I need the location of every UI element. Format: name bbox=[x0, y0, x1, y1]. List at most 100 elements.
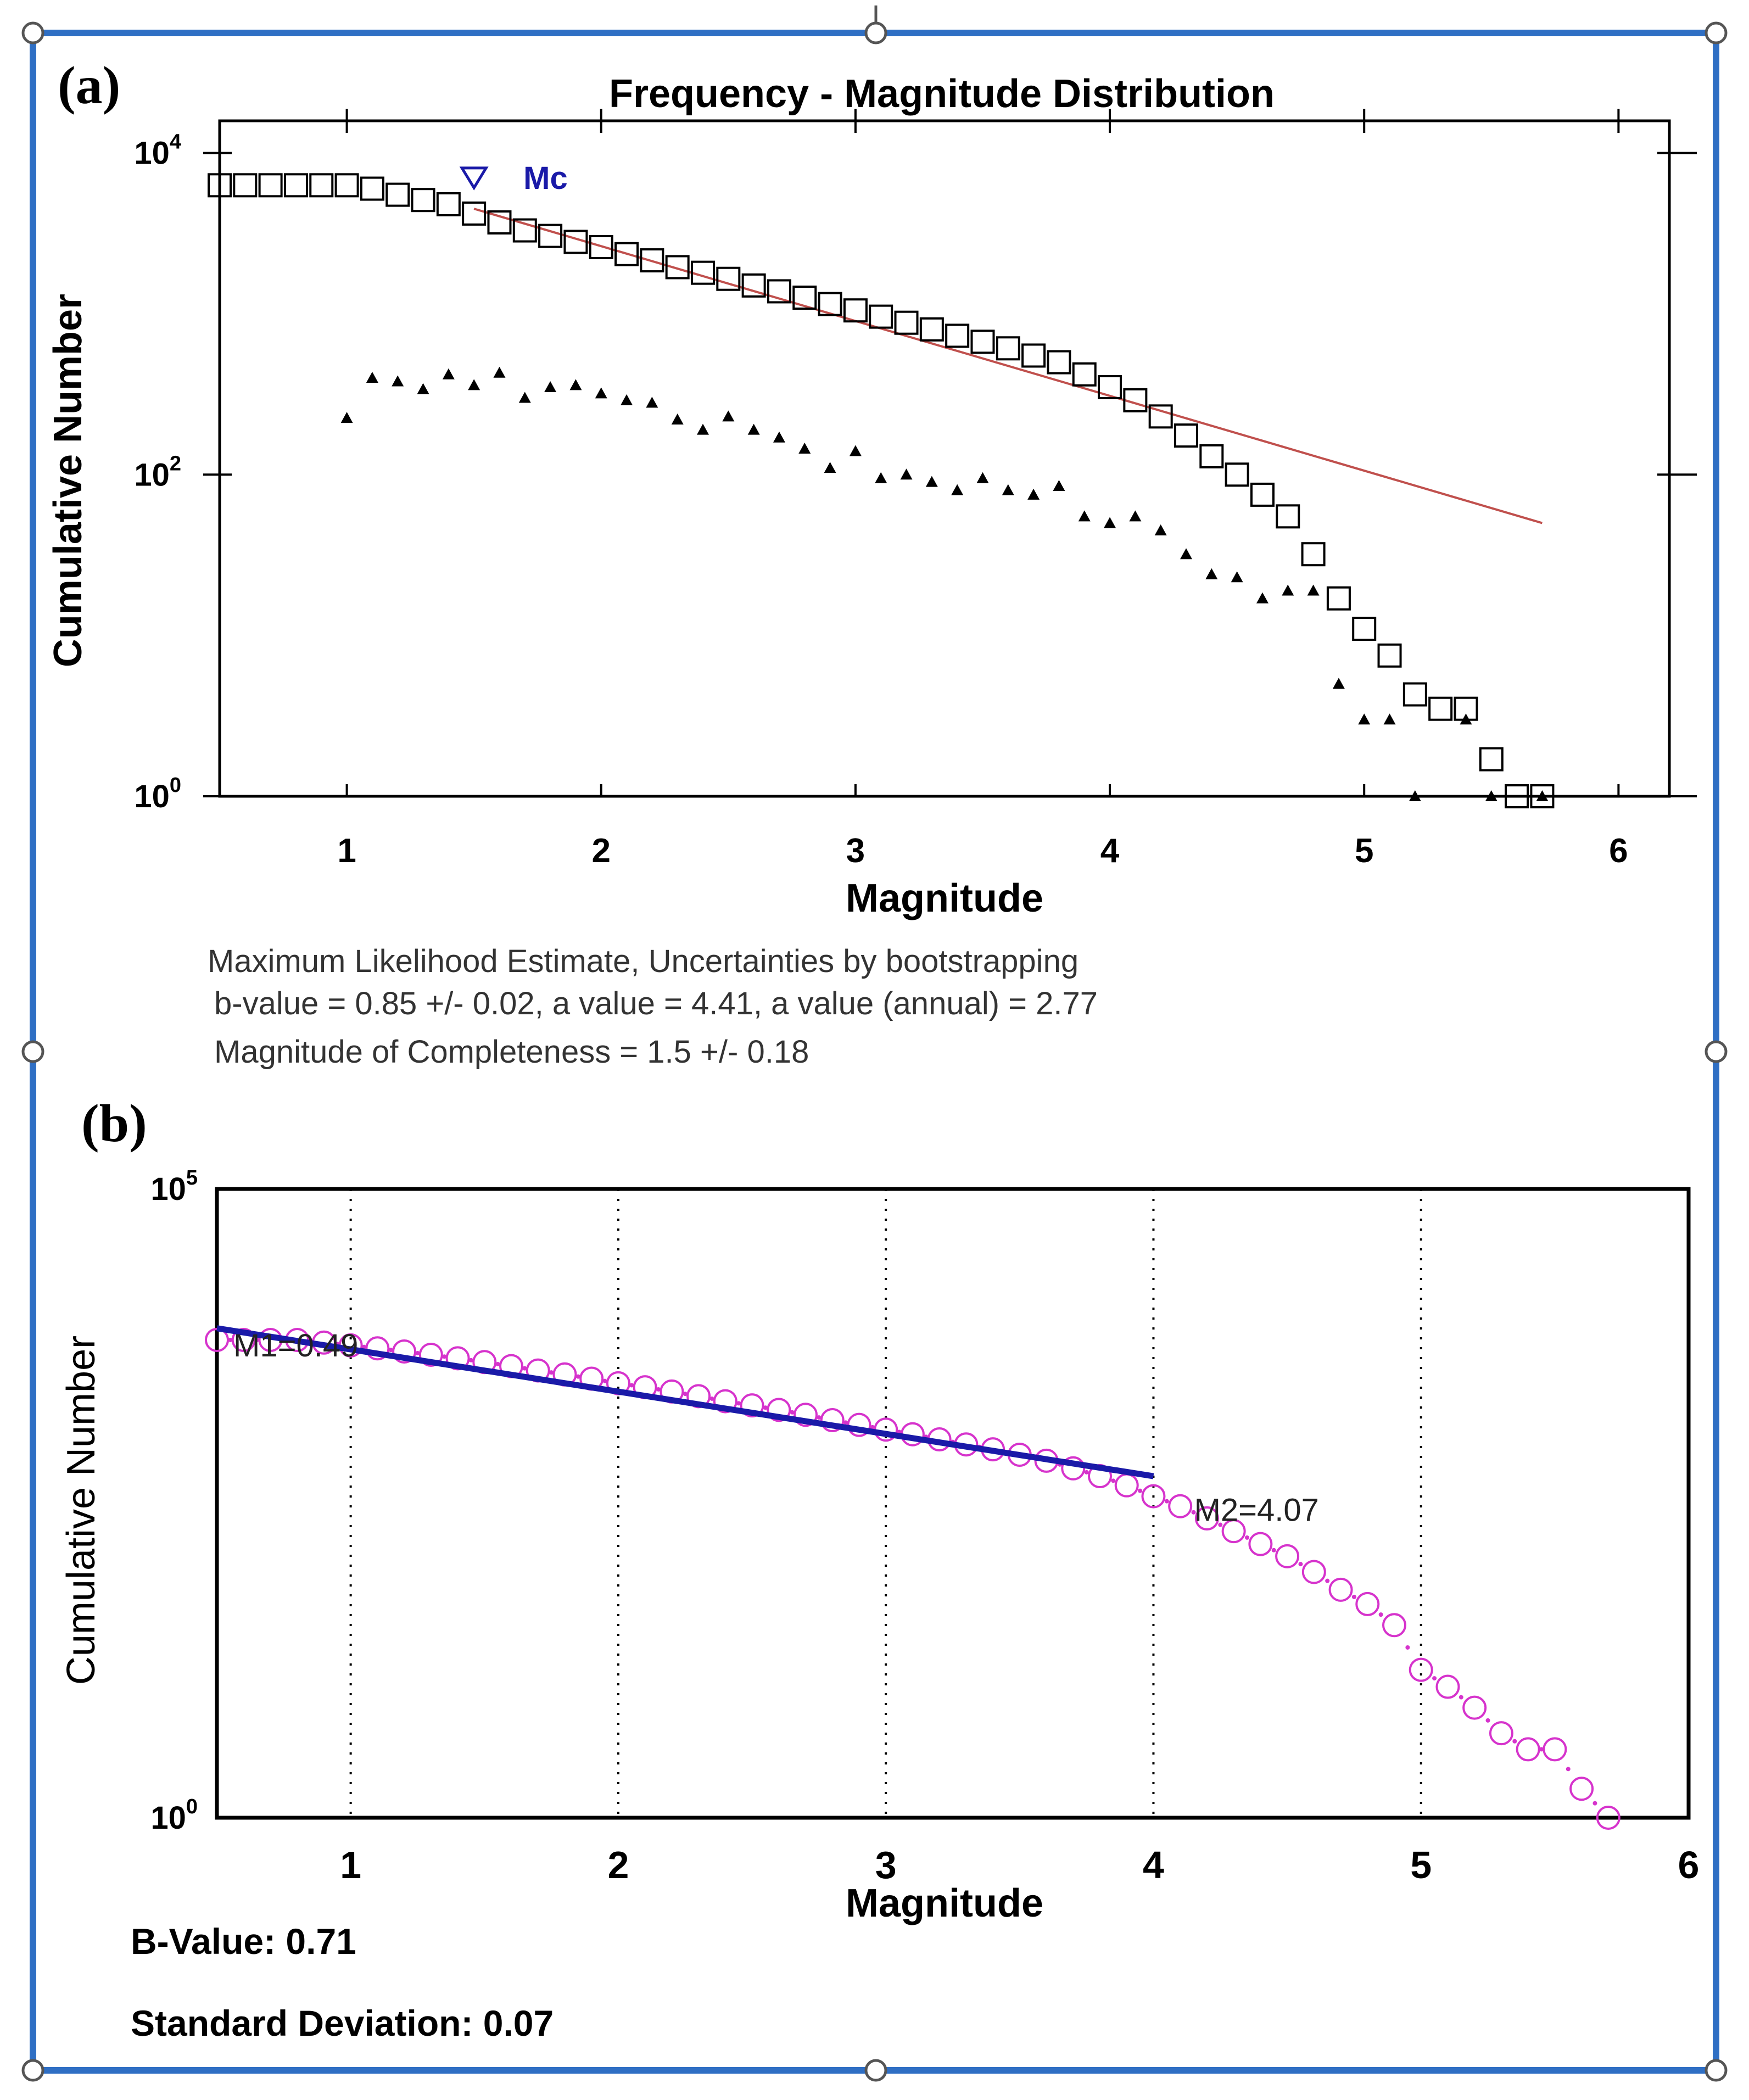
connector-dot bbox=[683, 1392, 688, 1397]
standard-deviation-text: Standard Deviation: 0.07 bbox=[131, 2003, 554, 2043]
resize-handle-top-right[interactable] bbox=[1705, 21, 1728, 44]
connector-dot bbox=[763, 1405, 768, 1410]
a-y-tick-label: 104 bbox=[134, 131, 181, 171]
square-marker bbox=[589, 234, 613, 259]
circle-marker bbox=[767, 1398, 791, 1422]
panel-a-annotation-3: Magnitude of Completeness = 1.5 +/- 0.18 bbox=[214, 1034, 809, 1070]
circle-marker bbox=[1489, 1721, 1513, 1746]
circle-marker bbox=[1409, 1657, 1433, 1682]
square-marker bbox=[996, 336, 1020, 361]
triangle-marker bbox=[1002, 484, 1014, 495]
panel-a: (a) Frequency - Magnitude Distribution 1… bbox=[46, 56, 1697, 1070]
circle-marker bbox=[231, 1327, 256, 1352]
circle-marker bbox=[1569, 1777, 1594, 1801]
panel-a-y-axis-label: Cumulative Number bbox=[46, 294, 90, 667]
triangle-marker bbox=[417, 383, 429, 394]
resize-handle-top-left[interactable] bbox=[21, 21, 44, 44]
triangle-marker bbox=[1307, 584, 1320, 596]
resize-handle-bottom-middle[interactable] bbox=[864, 2059, 887, 2082]
triangle-marker bbox=[1383, 713, 1396, 725]
circle-marker bbox=[847, 1412, 871, 1437]
connector-dot bbox=[522, 1366, 527, 1371]
resize-handle-bottom-right[interactable] bbox=[1705, 2059, 1728, 2082]
triangle-marker bbox=[340, 412, 353, 423]
panel-b-connector-dots bbox=[228, 1337, 1597, 1806]
circle-marker bbox=[1355, 1591, 1380, 1616]
resize-handle-bottom-left[interactable] bbox=[21, 2059, 44, 2082]
triangle-marker bbox=[1078, 510, 1091, 522]
square-marker bbox=[1250, 482, 1275, 507]
triangle-marker bbox=[493, 366, 506, 378]
square-marker bbox=[1505, 784, 1529, 808]
resize-handle-middle-left[interactable] bbox=[21, 1040, 44, 1063]
panel-a-y-tick-labels: 100 102 104 bbox=[134, 131, 181, 814]
m2-annotation: M2=4.07 bbox=[1194, 1493, 1319, 1528]
triangle-marker bbox=[1205, 568, 1218, 579]
square-marker bbox=[1402, 682, 1427, 707]
connector-dot bbox=[255, 1337, 260, 1342]
a-y-tick-label: 100 bbox=[134, 774, 181, 814]
connector-dot bbox=[575, 1374, 580, 1379]
square-marker bbox=[1225, 462, 1249, 487]
circle-marker bbox=[1194, 1506, 1219, 1531]
panel-b-x-axis-label: Magnitude bbox=[846, 1881, 1043, 1925]
square-marker bbox=[970, 329, 995, 354]
square-marker bbox=[818, 292, 842, 316]
square-marker bbox=[487, 210, 512, 235]
b-x-tick-label: 2 bbox=[607, 1844, 629, 1886]
connector-dot bbox=[1191, 1510, 1196, 1515]
connector-dot bbox=[790, 1410, 795, 1415]
square-marker bbox=[334, 173, 359, 198]
triangle-marker bbox=[900, 468, 913, 480]
connector-dot bbox=[1218, 1522, 1223, 1527]
circle-marker bbox=[1435, 1674, 1460, 1699]
panel-a-fit-line bbox=[473, 208, 1543, 524]
triangle-marker bbox=[1231, 571, 1243, 583]
resize-handle-top-middle[interactable] bbox=[864, 21, 887, 44]
circle-marker bbox=[1248, 1532, 1273, 1556]
square-marker bbox=[1276, 504, 1300, 529]
connector-dot bbox=[1566, 1767, 1571, 1772]
connector-dot bbox=[415, 1350, 420, 1355]
triangle-marker bbox=[518, 392, 531, 403]
panel-b-cumulative-series bbox=[205, 1327, 1621, 1830]
triangle-marker bbox=[1180, 548, 1192, 560]
panel-a-annotation-1: Maximum Likelihood Estimate, Uncertainti… bbox=[208, 943, 1079, 979]
connector-dot bbox=[1245, 1535, 1249, 1540]
circle-marker bbox=[1221, 1519, 1246, 1544]
connector-dot bbox=[870, 1425, 875, 1429]
circle-marker bbox=[1114, 1473, 1139, 1498]
connector-dot bbox=[549, 1370, 554, 1375]
triangle-marker bbox=[1409, 790, 1421, 801]
a-x-tick-label: 2 bbox=[591, 832, 610, 870]
triangle-marker bbox=[1256, 592, 1269, 604]
panel-a-x-axis-label: Magnitude bbox=[846, 876, 1043, 920]
circle-marker bbox=[418, 1342, 443, 1367]
square-marker bbox=[258, 173, 283, 198]
resize-handle-middle-right[interactable] bbox=[1705, 1040, 1728, 1063]
panel-b-label: (b) bbox=[81, 1094, 147, 1153]
triangle-marker bbox=[951, 484, 964, 495]
square-marker bbox=[360, 176, 384, 201]
circle-marker bbox=[1328, 1577, 1353, 1602]
connector-dot bbox=[709, 1396, 714, 1401]
square-marker bbox=[767, 279, 791, 304]
circle-marker bbox=[1543, 1737, 1567, 1762]
connector-dot bbox=[602, 1378, 607, 1383]
triangle-marker bbox=[925, 476, 938, 487]
connector-dot bbox=[1325, 1578, 1330, 1583]
a-x-tick-label: 4 bbox=[1100, 832, 1120, 870]
circle-marker bbox=[794, 1403, 818, 1427]
connector-dot bbox=[1271, 1548, 1276, 1552]
square-marker bbox=[1326, 586, 1351, 611]
square-marker bbox=[894, 310, 919, 335]
connector-dot bbox=[1432, 1676, 1437, 1681]
connector-dot bbox=[1164, 1499, 1169, 1504]
square-marker bbox=[436, 192, 461, 216]
triangle-marker bbox=[1460, 713, 1472, 725]
panel-a-label: (a) bbox=[58, 56, 120, 115]
connector-dot bbox=[1485, 1718, 1490, 1723]
connector-dot bbox=[362, 1344, 366, 1349]
b-x-tick-label: 1 bbox=[340, 1844, 361, 1886]
square-marker bbox=[1148, 404, 1173, 429]
